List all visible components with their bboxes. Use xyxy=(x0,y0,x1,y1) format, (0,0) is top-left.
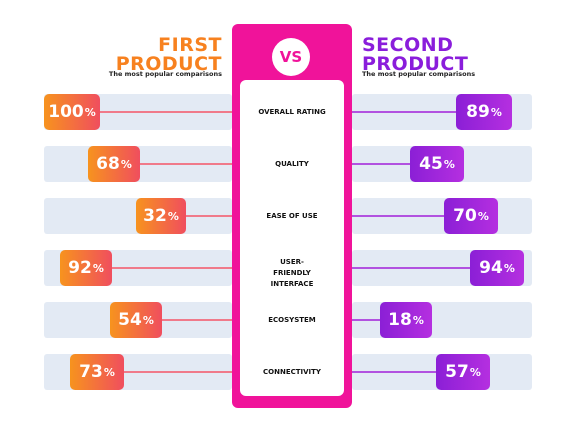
badge-value: 73 xyxy=(79,362,103,382)
percent-sign: % xyxy=(167,209,179,223)
vs-badge: VS xyxy=(272,38,310,76)
first-product-ease-of-use-badge: 32% xyxy=(136,198,186,234)
badge-value: 70 xyxy=(453,206,477,226)
badge-value: 45 xyxy=(419,154,443,174)
percent-sign: % xyxy=(84,105,96,119)
badge-value: 57 xyxy=(445,362,469,382)
first-product-overall-rating-badge: 100% xyxy=(44,94,100,130)
percent-sign: % xyxy=(443,157,455,171)
criteria-panel xyxy=(240,80,344,396)
second-product-ease-of-use-badge: 70% xyxy=(444,198,498,234)
criterion-connectivity: CONNECTIVITY xyxy=(263,368,321,376)
criterion-ecosystem: ECOSYSTEM xyxy=(268,316,316,324)
badge-value: 68 xyxy=(96,154,120,174)
percent-sign: % xyxy=(477,209,489,223)
second-product-subtitle: The most popular comparisons xyxy=(362,70,476,78)
badge-value: 18 xyxy=(388,310,412,330)
badge-value: 89 xyxy=(466,102,490,122)
second-product-user-friendly-interface-badge: 94% xyxy=(470,250,524,286)
percent-sign: % xyxy=(120,157,132,171)
second-product-title: SECOND PRODUCT xyxy=(362,36,492,74)
first-product-ecosystem-badge: 54% xyxy=(110,302,162,338)
percent-sign: % xyxy=(92,261,104,275)
second-product-title-line1: SECOND xyxy=(362,34,454,56)
percent-sign: % xyxy=(469,365,481,379)
percent-sign: % xyxy=(412,313,424,327)
criterion-user-friendly-interface: USER-FRIENDLY INTERFACE xyxy=(270,258,314,288)
badge-value: 54 xyxy=(118,310,142,330)
first-product-title-line2: PRODUCT xyxy=(115,53,222,75)
second-product-ecosystem-badge: 18% xyxy=(380,302,432,338)
second-product-connectivity-badge: 57% xyxy=(436,354,490,390)
percent-sign: % xyxy=(503,261,515,275)
criterion-quality: QUALITY xyxy=(275,160,309,168)
percent-sign: % xyxy=(142,313,154,327)
first-product-connectivity-badge: 73% xyxy=(70,354,124,390)
first-product-title-line1: FIRST xyxy=(158,34,222,56)
second-product-overall-rating-badge: 89% xyxy=(456,94,512,130)
badge-value: 94 xyxy=(479,258,503,278)
second-product-quality-badge: 45% xyxy=(410,146,464,182)
percent-sign: % xyxy=(490,105,502,119)
first-product-subtitle: The most popular comparisons xyxy=(108,70,222,78)
vs-label: VS xyxy=(279,48,303,66)
badge-value: 32 xyxy=(143,206,167,226)
second-product-title-line2: PRODUCT xyxy=(362,53,469,75)
first-product-user-friendly-interface-badge: 92% xyxy=(60,250,112,286)
criterion-ease-of-use: EASE OF USE xyxy=(266,212,318,220)
percent-sign: % xyxy=(103,365,115,379)
first-product-quality-badge: 68% xyxy=(88,146,140,182)
badge-value: 92 xyxy=(68,258,92,278)
first-product-title: FIRST PRODUCT xyxy=(92,36,222,74)
criterion-overall-rating: OVERALL RATING xyxy=(258,108,326,116)
badge-value: 100 xyxy=(48,102,84,122)
